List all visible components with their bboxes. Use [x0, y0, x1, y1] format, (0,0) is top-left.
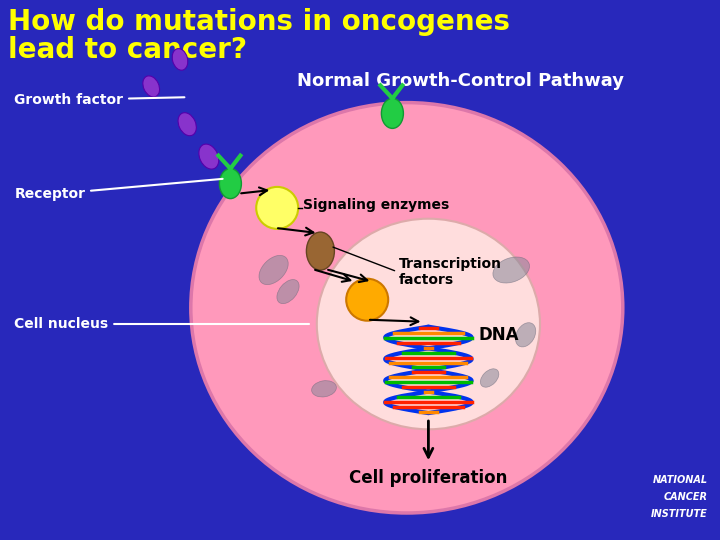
Text: lead to cancer?: lead to cancer?: [8, 36, 247, 64]
Text: NATIONAL: NATIONAL: [653, 475, 708, 485]
Ellipse shape: [191, 103, 623, 513]
Ellipse shape: [480, 369, 499, 387]
Ellipse shape: [172, 49, 188, 70]
Text: Normal Growth-Control Pathway: Normal Growth-Control Pathway: [297, 72, 624, 90]
Ellipse shape: [256, 187, 298, 229]
Text: CANCER: CANCER: [664, 492, 708, 502]
Ellipse shape: [346, 279, 388, 321]
Text: Cell nucleus: Cell nucleus: [14, 317, 309, 331]
Text: Signaling enzymes: Signaling enzymes: [303, 198, 449, 212]
Ellipse shape: [220, 168, 241, 199]
Ellipse shape: [277, 280, 299, 303]
Ellipse shape: [312, 381, 336, 397]
Text: INSTITUTE: INSTITUTE: [652, 509, 708, 519]
Text: How do mutations in oncogenes: How do mutations in oncogenes: [8, 8, 510, 36]
Ellipse shape: [382, 98, 403, 129]
Text: Growth factor: Growth factor: [14, 93, 184, 107]
Ellipse shape: [317, 219, 540, 429]
Text: Cell proliferation: Cell proliferation: [349, 469, 508, 487]
Ellipse shape: [199, 144, 219, 169]
Ellipse shape: [307, 232, 334, 270]
Text: Receptor: Receptor: [14, 179, 222, 201]
Ellipse shape: [143, 76, 160, 97]
Ellipse shape: [178, 113, 197, 136]
Text: DNA: DNA: [478, 326, 519, 344]
Ellipse shape: [259, 255, 288, 285]
Ellipse shape: [516, 323, 536, 347]
Ellipse shape: [493, 257, 529, 283]
Text: Transcription
factors: Transcription factors: [399, 256, 503, 287]
